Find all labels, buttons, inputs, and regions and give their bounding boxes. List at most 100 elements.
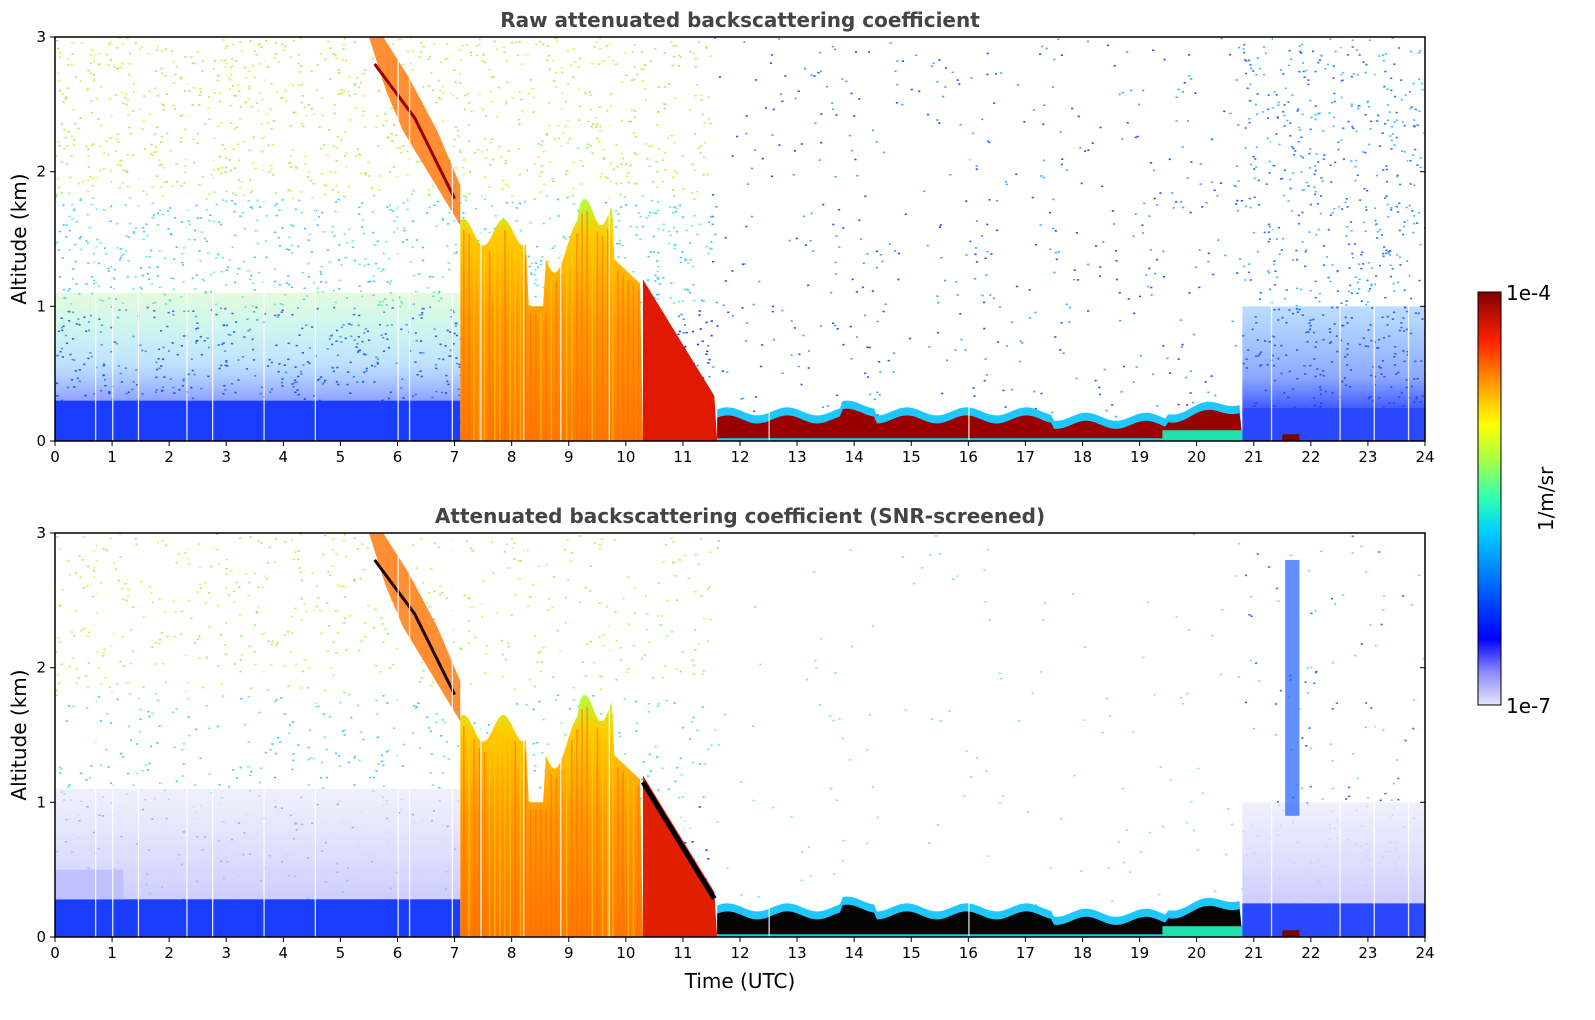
x-tick-label: 19: [1130, 944, 1149, 962]
panel-screened-plot-area: [55, 533, 1425, 937]
vertical-gaps: [95, 533, 1410, 937]
panel-screened-title: Attenuated backscattering coefficient (S…: [435, 504, 1045, 528]
x-tick-label: 4: [279, 448, 289, 466]
panel-screened-y-axis-label: Altitude (km): [7, 669, 31, 800]
x-tick-label: 3: [221, 448, 231, 466]
x-tick-label: 2: [164, 944, 174, 962]
y-tick-label: 0: [36, 432, 46, 450]
x-tick-label: 11: [673, 448, 692, 466]
x-tick-label: 24: [1415, 944, 1434, 962]
x-tick-label: 14: [845, 448, 864, 466]
x-tick-label: 1: [107, 944, 117, 962]
vertical-gaps: [95, 37, 1410, 441]
y-tick-label: 1: [36, 793, 46, 811]
x-tick-label: 14: [845, 944, 864, 962]
x-tick-label: 21: [1244, 944, 1263, 962]
panel-screened-x-ticks: 0 1 2 3 4 5 6 7 8 9 10 11 12 13 14 15 16 17 18 19 20 21 22 23 24: [50, 937, 1435, 962]
x-tick-label: 9: [564, 448, 574, 466]
cloud-streaks: [463, 211, 645, 441]
x-tick-label: 22: [1301, 448, 1320, 466]
x-tick-label: 19: [1130, 448, 1149, 466]
x-tick-label: 0: [50, 944, 60, 962]
y-tick-label: 1: [36, 297, 46, 315]
x-tick-label: 5: [336, 448, 346, 466]
x-tick-label: 13: [788, 448, 807, 466]
panel-raw-y-ticks: 0 1 2 3: [36, 28, 1425, 450]
x-tick-label: 8: [507, 944, 517, 962]
x-tick-label: 16: [959, 448, 978, 466]
heatmap-body: [55, 37, 1425, 441]
cloud-streaks: [463, 707, 645, 937]
heatmap-body: [55, 533, 1425, 937]
boundary-layer-core: [717, 904, 1243, 935]
x-tick-label: 17: [1016, 448, 1035, 466]
x-tick-label: 18: [1073, 448, 1092, 466]
x-tick-label: 24: [1415, 448, 1434, 466]
x-tick-label: 9: [564, 944, 574, 962]
x-tick-label: 11: [673, 944, 692, 962]
x-tick-label: 3: [221, 944, 231, 962]
night-surface: [1242, 903, 1425, 937]
y-tick-label: 2: [36, 163, 46, 181]
night-noise: [1242, 306, 1425, 408]
x-tick-label: 20: [1187, 944, 1206, 962]
night-screened: [1242, 802, 1425, 904]
x-tick-label: 0: [50, 448, 60, 466]
colorbar: 1e-4 1e-7 1/m/sr: [1477, 281, 1558, 718]
descending-cloud: [368, 37, 461, 226]
boundary-layer-bottom: [1162, 430, 1243, 441]
night-surface-spot: [1282, 434, 1300, 441]
night-surface-spot: [1282, 930, 1300, 937]
x-tick-label: 10: [616, 448, 635, 466]
x-tick-label: 7: [450, 448, 460, 466]
x-tick-label: 5: [336, 944, 346, 962]
panel-screened-y-ticks: 0 1 2 3: [36, 524, 1425, 946]
descending-cloud-base: [373, 63, 456, 200]
x-tick-label: 12: [730, 448, 749, 466]
surface-layer: [55, 400, 461, 441]
x-tick-label: 8: [507, 448, 517, 466]
x-tick-label: 20: [1187, 448, 1206, 466]
x-tick-label: 13: [788, 944, 807, 962]
panel-raw-title: Raw attenuated backscattering coefficien…: [500, 8, 980, 32]
panel-raw: Raw attenuated backscattering coefficien…: [7, 8, 1435, 466]
colorbar-min-label: 1e-7: [1506, 694, 1551, 718]
decreasing-cloud: [642, 279, 718, 441]
x-axis-label: Time (UTC): [684, 969, 796, 993]
x-tick-label: 21: [1244, 448, 1263, 466]
descending-cloud: [368, 533, 461, 722]
y-tick-label: 2: [36, 659, 46, 677]
descending-cloud-base: [373, 559, 456, 696]
x-tick-label: 6: [393, 944, 403, 962]
x-tick-label: 22: [1301, 944, 1320, 962]
night-column: [1285, 559, 1300, 816]
x-tick-label: 15: [902, 448, 921, 466]
y-tick-label: 3: [36, 28, 46, 46]
boundary-layer-core: [717, 408, 1243, 439]
panel-raw-y-axis-label: Altitude (km): [7, 173, 31, 304]
x-tick-label: 17: [1016, 944, 1035, 962]
x-tick-label: 18: [1073, 944, 1092, 962]
decreasing-cloud-edge: [640, 780, 717, 900]
x-tick-label: 4: [279, 944, 289, 962]
y-tick-label: 0: [36, 928, 46, 946]
surface-layer: [55, 899, 461, 937]
noise-band: [55, 292, 461, 401]
screened-patch: [55, 869, 124, 900]
y-tick-label: 3: [36, 524, 46, 542]
x-tick-label: 23: [1358, 448, 1377, 466]
x-tick-label: 7: [450, 944, 460, 962]
x-tick-label: 10: [616, 944, 635, 962]
panel-screened: Attenuated backscattering coefficient (S…: [7, 504, 1435, 993]
colorbar-label: 1/m/sr: [1534, 466, 1558, 531]
x-tick-label: 6: [393, 448, 403, 466]
x-tick-label: 15: [902, 944, 921, 962]
night-surface: [1242, 407, 1425, 441]
x-tick-label: 2: [164, 448, 174, 466]
x-tick-label: 16: [959, 944, 978, 962]
panel-raw-plot-area: [55, 37, 1425, 441]
boundary-layer-bottom: [1162, 926, 1243, 937]
colorbar-gradient: [1477, 291, 1502, 706]
x-tick-label: 12: [730, 944, 749, 962]
